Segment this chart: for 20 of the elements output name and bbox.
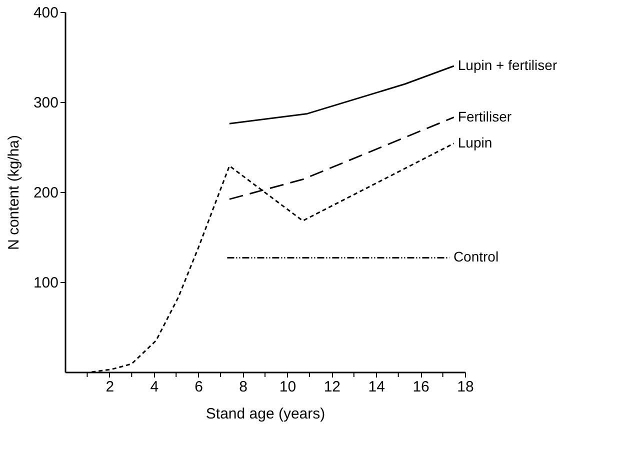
y-axis-title: N content (kg/ha) (5, 134, 22, 250)
series-label: Fertiliser (458, 108, 512, 124)
x-tick-label: 14 (368, 378, 385, 396)
y-tick-label: 400 (33, 4, 58, 22)
y-tick-label: 100 (33, 274, 58, 292)
x-tick-label: 10 (279, 378, 296, 396)
line-series (228, 65, 455, 124)
x-tick-label: 4 (150, 378, 159, 396)
y-tick-label: 200 (33, 184, 58, 202)
x-tick-label: 6 (194, 378, 204, 396)
series-label: Control (453, 248, 499, 265)
x-tick-label: 18 (457, 378, 474, 396)
series-label: Lupin + fertiliser (458, 57, 558, 73)
y-tick-label: 300 (33, 94, 58, 112)
x-tick-label: 12 (324, 378, 341, 396)
series-label: Lupin (458, 134, 492, 150)
x-tick-label: 8 (239, 378, 248, 396)
x-tick-label: 16 (412, 378, 430, 396)
x-tick-label: 2 (106, 378, 114, 396)
x-axis-title: Stand age (years) (206, 406, 326, 422)
